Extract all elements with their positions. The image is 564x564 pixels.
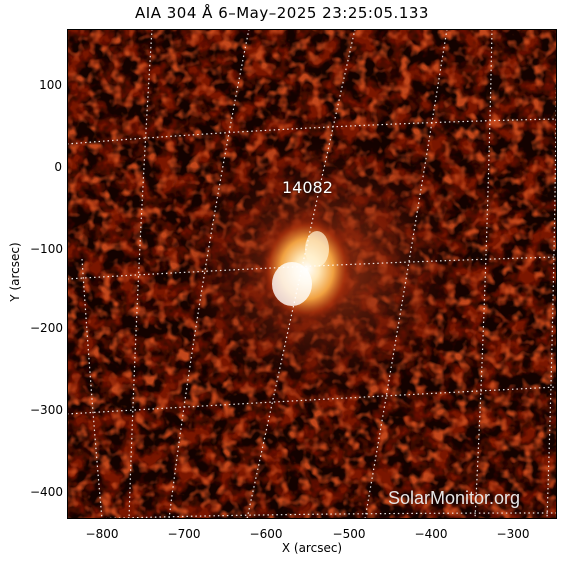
- y-axis-label: Y (arcsec): [8, 242, 22, 302]
- x-tick-label: −300: [496, 527, 530, 541]
- coordinate-grid: [67, 29, 557, 519]
- x-tick-label: −500: [332, 527, 366, 541]
- aia-304-image: [67, 29, 557, 519]
- x-tick-label: −800: [85, 527, 119, 541]
- solar-image: [67, 29, 557, 519]
- plot-title: AIA 304 Å 6–May–2025 23:25:05.133: [135, 4, 429, 22]
- y-tick-label: −300: [30, 403, 63, 417]
- x-tick-label: −700: [167, 527, 201, 541]
- y-tick-label: 100: [39, 78, 62, 92]
- y-tick-label: −200: [30, 321, 63, 335]
- x-tick-label: −400: [414, 527, 448, 541]
- active-region-core: [259, 214, 355, 324]
- y-tick-label: −100: [30, 242, 63, 256]
- y-tick-label: 0: [54, 160, 62, 174]
- y-tick-label: −400: [30, 485, 63, 499]
- watermark: SolarMonitor.org: [388, 488, 521, 508]
- x-axis-label: X (arcsec): [281, 541, 343, 555]
- x-tick-label: −600: [249, 527, 283, 541]
- active-region-label: 14082: [282, 178, 333, 197]
